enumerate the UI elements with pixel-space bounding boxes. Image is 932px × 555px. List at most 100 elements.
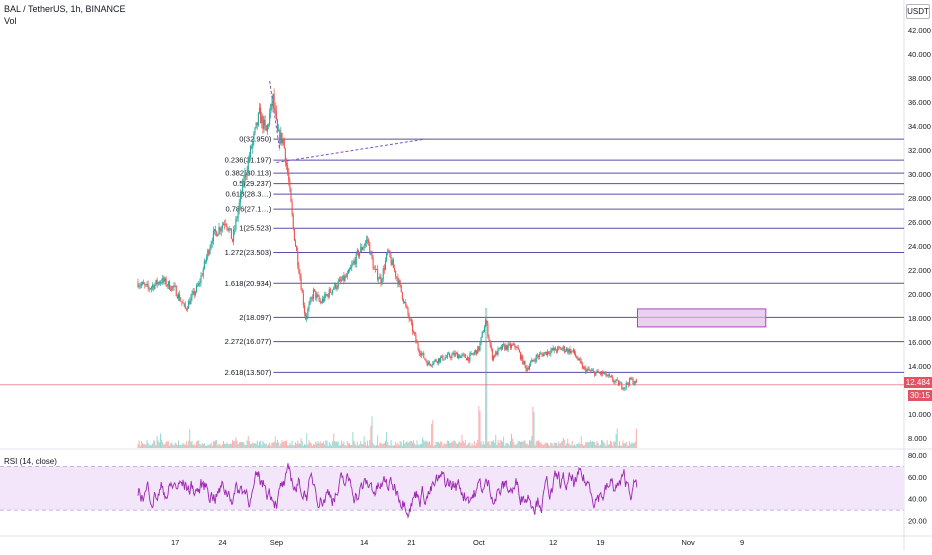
candle-body [201, 275, 203, 277]
volume-bar [347, 443, 349, 448]
candle-body [309, 299, 311, 305]
volume-bar [561, 440, 563, 448]
candle-body [545, 351, 547, 356]
candle-body [306, 316, 308, 320]
candle-body [339, 279, 342, 281]
candle-body [554, 347, 556, 351]
candle-body [148, 287, 150, 289]
volume-bar [616, 428, 618, 448]
candle-body [519, 352, 522, 360]
candle-body [170, 289, 172, 291]
volume-bar [509, 440, 511, 448]
candle-body [345, 276, 347, 278]
volume-bar [341, 440, 343, 448]
candle-body [630, 377, 632, 380]
candle-body [233, 229, 235, 242]
fib-level-label: 2(18.097) [239, 313, 272, 322]
candle-body [162, 277, 164, 283]
volume-bar [412, 442, 413, 448]
candle-body [356, 250, 358, 253]
volume-bar [479, 410, 481, 448]
volume-bar [440, 441, 442, 448]
candle-body [378, 278, 380, 280]
volume-bar [362, 444, 364, 448]
y-tick-label: 18.000 [908, 314, 931, 323]
candle-body [323, 298, 325, 302]
volume-bar [197, 440, 199, 448]
volume-bar [336, 441, 338, 448]
volume-bar [472, 445, 474, 448]
candle-body [347, 269, 349, 274]
target-zone-rect [637, 308, 767, 328]
volume-bar [364, 441, 366, 448]
candle-body [344, 276, 346, 281]
candle-body [584, 367, 586, 369]
volume-bar [556, 442, 557, 448]
volume-bar [525, 443, 527, 448]
x-tick-label: 21 [407, 538, 415, 547]
volume-bar [236, 440, 238, 448]
volume-bar [190, 441, 192, 448]
volume-bar [625, 442, 627, 448]
volume-bar [311, 445, 313, 448]
candle-body [500, 346, 502, 350]
volume-bar [230, 443, 232, 448]
candle-body [308, 304, 310, 309]
candle-body [311, 297, 313, 299]
candle-body [200, 275, 202, 283]
volume-bar [452, 441, 454, 448]
volume-bar [260, 440, 262, 448]
candle-body [222, 224, 225, 226]
candle-body [249, 146, 252, 158]
candle-body [365, 239, 367, 243]
volume-bar [200, 445, 202, 448]
volume-bar [435, 441, 437, 448]
volume-bar [571, 440, 573, 448]
volume-bar [430, 444, 431, 448]
volume-bar [202, 443, 204, 448]
volume-bar [614, 441, 616, 448]
volume-bar [138, 440, 140, 448]
volume-bar [251, 443, 253, 448]
symbol-title: BAL / TetherUS, 1h, BINANCE [4, 4, 126, 14]
volume-bar [223, 441, 224, 448]
volume-bar [208, 445, 210, 448]
volume-bar [149, 444, 151, 448]
volume-bar [387, 442, 389, 448]
volume-bar [463, 442, 465, 448]
candle-body [488, 336, 490, 341]
candle-body [570, 350, 572, 354]
candle-body [267, 125, 270, 126]
fib-level-label: 0(32.950) [239, 135, 272, 144]
volume-bar [599, 444, 601, 448]
volume-bar [323, 441, 325, 448]
rsi-tick-label: 60.00 [908, 473, 927, 482]
fib-level-label: 2.618(13.507) [225, 368, 272, 377]
rsi-tick-label: 80.00 [908, 451, 927, 460]
candle-body [354, 260, 356, 265]
volume-bar [361, 443, 363, 448]
volume-bar [626, 445, 628, 448]
currency-button[interactable]: USDT [906, 4, 930, 19]
volume-bar [243, 442, 245, 448]
volume-bar [368, 445, 370, 448]
volume-bar [516, 443, 518, 448]
volume-bar [620, 445, 622, 448]
volume-bar [398, 445, 400, 448]
y-tick-label: 34.000 [908, 122, 931, 131]
candle-body [146, 284, 148, 285]
volume-bar [299, 443, 301, 448]
volume-bar [326, 440, 328, 448]
volume-bar [545, 442, 547, 448]
volume-bar [392, 445, 394, 448]
volume-bar [315, 441, 317, 448]
candle-body [595, 372, 597, 376]
candle-body [149, 288, 151, 290]
candle-body [375, 269, 378, 270]
candle-body [147, 284, 149, 288]
candle-body [165, 278, 167, 286]
volume-bar [534, 445, 536, 448]
candle-body [486, 320, 488, 324]
candle-body [507, 343, 509, 350]
candle-body [476, 350, 478, 354]
